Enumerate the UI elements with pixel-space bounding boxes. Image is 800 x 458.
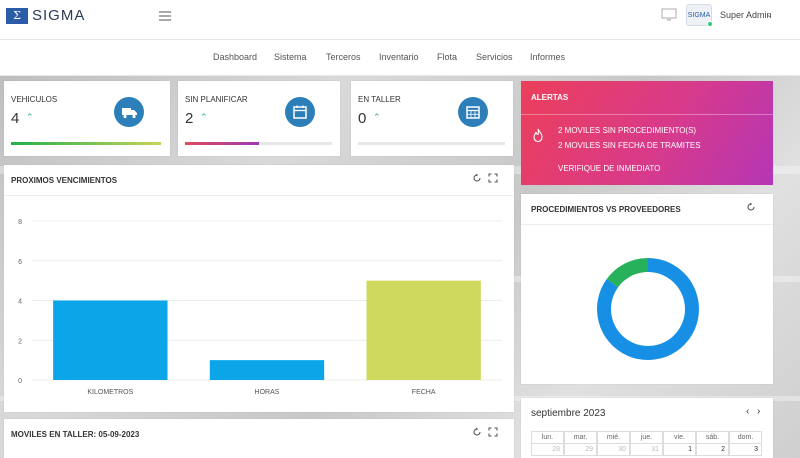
expand-icon[interactable] (488, 427, 498, 437)
stat-progress-fill (185, 142, 259, 145)
calendar-day[interactable]: 30 (597, 444, 630, 456)
y-tick-label: 6 (18, 259, 22, 266)
nav-item-terceros[interactable]: Terceros (326, 52, 361, 62)
stat-value: 4 (11, 110, 20, 127)
nav-item-inventario[interactable]: Inventario (379, 52, 419, 62)
procedimientos-donut-chart (597, 258, 699, 360)
stat-progress-fill (11, 142, 161, 145)
calendar-weekday: mar. (564, 431, 597, 444)
y-tick-label: 0 (18, 378, 22, 385)
stat-label: EN TALLER (358, 95, 401, 104)
x-tick-label: HORAS (255, 389, 280, 396)
calendar-weekday: vie. (663, 431, 696, 444)
stat-value: 2 (185, 110, 194, 127)
y-tick-label: 2 (18, 338, 22, 345)
trend-up-icon: ⌃ (373, 112, 381, 122)
panel-divider (4, 195, 514, 196)
nav-item-dashboard[interactable]: Dashboard (213, 52, 258, 62)
calendar-weekday: dom. (729, 431, 762, 444)
calendar-weekday: lun. (531, 431, 564, 444)
refresh-icon[interactable] (746, 202, 756, 212)
nav-item-servicios[interactable]: Servicios (476, 52, 513, 62)
calendar-icon (285, 97, 315, 127)
trend-up-icon: ⌃ (200, 112, 208, 122)
logo-symbol: Σ (6, 7, 28, 24)
calendar-prev-icon[interactable]: ‹ (746, 406, 750, 417)
expand-icon[interactable] (488, 173, 498, 183)
calendar-day[interactable]: 28 (531, 444, 564, 456)
avatar[interactable]: SIGMA (686, 4, 712, 26)
app-logo[interactable]: Σ SIGMA (6, 7, 85, 24)
chevron-down-icon[interactable]: ⌄ (766, 10, 773, 19)
stat-progress-track (185, 142, 332, 145)
calendar-weekday: mié. (597, 431, 630, 444)
calendar-title: septiembre 2023 (531, 408, 606, 419)
refresh-icon[interactable] (472, 173, 482, 183)
bar (53, 300, 168, 380)
truck-icon (114, 97, 144, 127)
alert-line: 2 MOVILES SIN FECHA DE TRAMITES (558, 141, 701, 150)
user-name[interactable]: Super Admin (720, 10, 772, 20)
panel-title: PROCEDIMIENTOS VS PROVEEDORES (531, 205, 681, 214)
stat-progress-track (358, 142, 505, 145)
nav-item-flota[interactable]: Flota (437, 52, 458, 62)
procedimientos-panel: PROCEDIMIENTOS VS PROVEEDORES (521, 194, 773, 384)
menu-toggle-icon[interactable] (159, 11, 171, 23)
stat-card-vehiculos[interactable]: VEHICULOS 4 ⌃ (4, 81, 170, 156)
y-tick-label: 8 (18, 219, 22, 226)
bar (366, 280, 481, 380)
calendar-day[interactable]: 3 (729, 444, 762, 456)
vencimientos-panel: PROXIMOS VENCIMIENTOS 0 2 4 6 8 KILOMETROS HOR… (4, 165, 514, 412)
calendar-grid-icon (458, 97, 488, 127)
calendar-day[interactable]: 2 (696, 444, 729, 456)
calendar-day[interactable]: 29 (564, 444, 597, 456)
taller-panel: MOVILES EN TALLER: 05-09-2023 (4, 419, 514, 458)
x-tick-label: FECHA (412, 389, 436, 396)
alert-line: 2 MOVILES SIN PROCEDIMIENTO(S) (558, 126, 697, 135)
top-bar: Σ SIGMA SIGMA Super Admin ⌄ (0, 0, 800, 40)
calendar-weekday: jue. (630, 431, 663, 444)
calendar-day[interactable]: 31 (630, 444, 663, 456)
x-tick-label: KILOMETROS (87, 389, 133, 396)
calendar-day[interactable]: 1 (663, 444, 696, 456)
donut-slice (606, 258, 648, 288)
y-tick-label: 4 (18, 299, 22, 306)
calendar-panel: septiembre 2023 ‹ › lun. mar. mié. jue. vie.… (521, 398, 773, 458)
panel-title: PROXIMOS VENCIMIENTOS (11, 176, 118, 185)
calendar-next-icon[interactable]: › (757, 406, 761, 417)
alert-line: VERIFIQUE DE INMEDIATO (558, 164, 661, 173)
stat-card-en-taller[interactable]: EN TALLER 0 ⌃ (351, 81, 513, 156)
nav-item-sistema[interactable]: Sistema (274, 52, 307, 62)
fire-icon (533, 128, 543, 142)
main-nav: Dashboard Sistema Terceros Inventario Fl… (0, 40, 800, 76)
refresh-icon[interactable] (472, 427, 482, 437)
stat-progress-track (11, 142, 161, 145)
panel-divider (521, 224, 773, 225)
app-title: SIGMA (32, 7, 86, 24)
nav-item-informes[interactable]: Informes (530, 52, 566, 62)
trend-up-icon: ⌃ (26, 112, 34, 122)
bar (209, 360, 325, 380)
online-status-dot (707, 21, 713, 27)
stat-label: SIN PLANIFICAR (185, 95, 248, 104)
alerts-divider (521, 114, 773, 115)
calendar-weekday: sáb. (696, 431, 729, 444)
alerts-title: ALERTAS (531, 93, 569, 102)
stat-card-sin-planificar[interactable]: SIN PLANIFICAR 2 ⌃ (178, 81, 340, 156)
monitor-icon[interactable] (661, 8, 677, 22)
panel-title: MOVILES EN TALLER: 05-09-2023 (11, 430, 140, 439)
stat-label: VEHICULOS (11, 95, 58, 104)
vencimientos-bar-chart: 0 2 4 6 8 KILOMETROS HORAS FECHA (18, 219, 502, 396)
stat-value: 0 (358, 110, 367, 127)
alerts-card: ALERTAS 2 MOVILES SIN PROCEDIMIENTO(S) 2… (521, 81, 773, 185)
